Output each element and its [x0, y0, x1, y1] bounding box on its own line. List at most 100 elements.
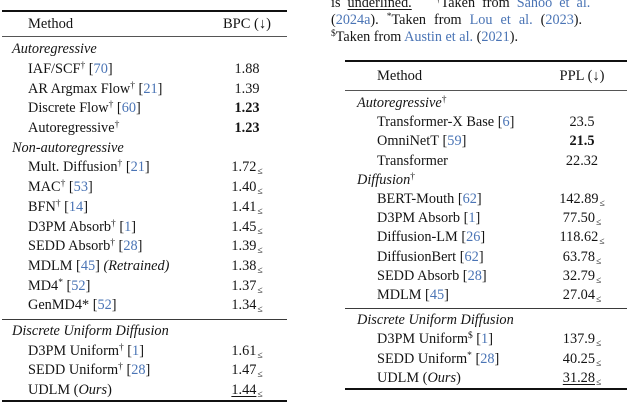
citation: [1] [460, 210, 481, 227]
method-superscript: † [114, 120, 120, 131]
section-label: Discrete Uniform Diffusion [2, 323, 169, 340]
caption-year-ref: (2023). [541, 12, 582, 28]
citation: [6] [494, 114, 515, 131]
method-label: DiffusionBert [62] [345, 249, 484, 266]
citation: [28] [122, 362, 151, 379]
caption-line-3: $Taken from Austin et al. (2021). [331, 29, 640, 46]
metric-number: 77.50 [562, 210, 595, 227]
method-name: Transformer-X Base [377, 114, 495, 131]
citation-link[interactable]: 62 [464, 248, 479, 265]
table-row: BFN† [14] 1.41≤ [2, 198, 287, 218]
method-name: SEDD Uniform [377, 350, 468, 367]
ours-label: (Ours) [419, 369, 461, 386]
method-label: SEDD Uniform† [28] [2, 362, 150, 379]
bpc-table: Method BPC (↓) Autoregressive IAF/SCF† [7… [2, 10, 287, 403]
metric-number: 1.39 [234, 80, 260, 97]
citation: [60] [113, 100, 141, 117]
citation-link[interactable]: 28 [480, 350, 495, 367]
column-header-metric: PPL (↓) [559, 67, 605, 84]
year-link[interactable]: 2023 [545, 12, 574, 28]
citation: [21] [122, 159, 150, 176]
metric-value: 32.79≤ [537, 267, 627, 286]
citation-link[interactable]: Austin et al. [404, 29, 474, 45]
citation-link[interactable]: 62 [462, 191, 477, 208]
metric-value: 1.34≤ [207, 297, 287, 316]
citation: [52] [89, 297, 117, 314]
metric-value: 142.89≤ [537, 191, 627, 209]
method-superscript: † [118, 362, 123, 373]
caption-line-1: is underlined. †Taken from Sahoo et al. [331, 0, 640, 12]
leq-bound-symbol: ≤ [257, 246, 263, 257]
citation-link[interactable]: 26 [466, 229, 481, 246]
citation: [70] [85, 61, 113, 78]
method-name: AR Argmax Flow [28, 80, 131, 97]
method-name: MDLM [377, 286, 422, 303]
citation-link[interactable]: 1 [468, 210, 476, 227]
citation-link[interactable]: 6 [502, 114, 510, 131]
table-row: SEDD Uniform† [28] 1.47≤ [2, 361, 287, 381]
citation-link[interactable]: 52 [71, 277, 86, 294]
metric-value: 1.47≤ [207, 362, 287, 380]
method-name: MD4 [28, 277, 59, 294]
table-row: Discrete Flow† [60] 1.23 [2, 99, 287, 119]
citation-link[interactable]: 1 [132, 342, 140, 359]
dollar-marker: $ [331, 29, 336, 39]
method-superscript: † [118, 342, 124, 353]
method-label: OmniNetT [59] [345, 133, 466, 150]
citation-link[interactable]: 28 [467, 267, 482, 284]
citation-link[interactable]: 59 [447, 133, 462, 150]
section-name: Autoregressive [357, 95, 442, 112]
mid-rule [2, 318, 287, 320]
method-name: Diffusion-LM [377, 229, 458, 246]
citation-link[interactable]: 1 [481, 331, 489, 348]
leq-bound-symbol: ≤ [595, 377, 602, 388]
leq-bound-symbol: ≤ [595, 294, 602, 305]
citation-link[interactable]: 60 [121, 100, 136, 117]
method-name: IAF/SCF [28, 61, 81, 78]
method-superscript: † [80, 61, 86, 72]
table-row: D3PM Absorb† [1] 1.45≤ [2, 217, 287, 237]
citation-link[interactable]: 70 [93, 61, 108, 78]
table-row: D3PM Uniform† [1] 1.61≤ [2, 341, 287, 361]
citation-link[interactable]: 53 [73, 179, 88, 196]
leq-bound-symbol: ≤ [257, 305, 263, 316]
method-label: UDLM (Ours) [345, 370, 461, 387]
table-body: Autoregressive IAF/SCF† [70] 1.88 AR Argmax… [2, 37, 287, 400]
metric-value: 118.62≤ [537, 229, 627, 247]
year-link[interactable]: 2024a [335, 12, 371, 28]
citation-link[interactable]: 52 [97, 297, 112, 314]
citation-link[interactable]: 28 [131, 362, 146, 379]
method-label: Mult. Diffusion† [21] [2, 159, 150, 176]
leq-bound-symbol: ≤ [595, 358, 602, 369]
paren: ). [573, 12, 583, 28]
caption-text: Taken from [335, 29, 402, 45]
table-caption: is underlined. †Taken from Sahoo et al. … [331, 0, 640, 46]
method-name: D3PM Absorb [28, 218, 112, 235]
citation: [1] [115, 218, 137, 235]
citation-link[interactable]: 28 [123, 238, 138, 255]
method-name: MAC [28, 179, 61, 196]
citation-link[interactable]: 45 [429, 286, 445, 303]
metric-number: 142.89 [559, 191, 599, 208]
metric-number: 32.79 [562, 267, 595, 284]
method-name: SEDD Absorb [28, 238, 111, 255]
metric-number: 1.40 [231, 179, 257, 196]
citation-link[interactable]: Sahoo et al. [516, 0, 591, 11]
year-link[interactable]: 2021 [481, 29, 510, 45]
citation: [1] [123, 342, 144, 359]
asterisk-marker: * [386, 12, 392, 22]
citation-link[interactable]: 21 [130, 159, 145, 176]
citation-link[interactable]: Lou et al. [469, 12, 533, 28]
table-row: Autoregressive† 1.23 [2, 119, 287, 139]
metric-number: 40.25 [562, 350, 595, 367]
method-label: MAC† [53] [2, 179, 93, 196]
metric-value: 21.5 [537, 133, 627, 150]
citation-link[interactable]: 14 [68, 198, 84, 215]
citation-link[interactable]: 45 [80, 257, 96, 274]
section-row: Discrete Uniform Diffusion [2, 322, 287, 342]
citation-link[interactable]: 21 [143, 80, 158, 97]
table-row: AR Argmax Flow† [21] 1.39 [2, 79, 287, 99]
citation-link[interactable]: 1 [124, 218, 132, 235]
leq-bound-symbol: ≤ [595, 275, 602, 286]
leq-bound-symbol: ≤ [595, 218, 602, 229]
